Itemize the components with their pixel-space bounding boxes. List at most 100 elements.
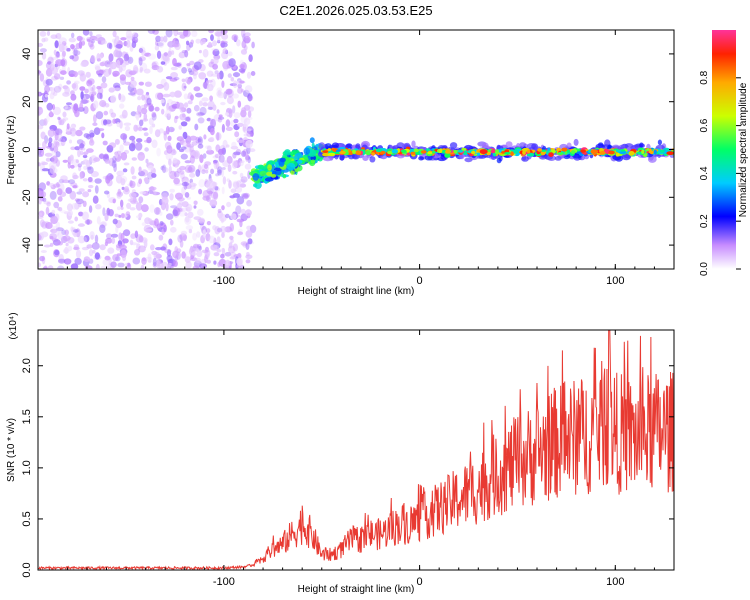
noise-blob [164,249,172,254]
noise-blob [181,78,186,83]
colorbar-gradient [712,30,736,269]
noise-blob [166,213,174,220]
x-tick-label: 0 [417,275,423,287]
noise-blob [44,152,53,157]
noise-blob [118,232,123,241]
noise-blob [160,36,164,42]
noise-blob [178,210,187,217]
noise-blob [75,249,82,259]
noise-blob [185,225,194,231]
snr-axes: -100 0 100 0.0 0.5 1.0 1.5 2.0 [21,330,674,588]
noise-blob [202,229,207,238]
noise-blob [240,89,245,93]
noise-blob [57,241,63,246]
noise-blob [104,212,109,222]
noise-blob [230,77,235,82]
noise-blob [210,118,217,128]
noise-blob [130,233,136,239]
noise-blob [137,96,142,101]
noise-blob [172,157,178,164]
noise-blob [231,141,237,149]
noise-blob [123,162,130,166]
noise-blob [131,139,136,148]
noise-blob [79,171,83,180]
noise-blob [63,258,72,265]
noise-blob [42,197,47,202]
noise-blob [134,230,139,239]
noise-blob [246,71,252,79]
noise-blob [229,235,234,240]
noise-blob [241,107,247,114]
noise-blob [38,106,44,115]
noise-blob [87,189,92,193]
signal-halo [339,153,345,161]
noise-blob [95,204,102,210]
noise-blob [232,152,237,159]
noise-blob [138,57,143,66]
noise-blob [242,194,249,200]
noise-blob [221,33,229,40]
noise-blob [99,244,106,251]
noise-blob [218,154,225,163]
noise-blob [120,206,124,210]
noise-blob [40,231,49,238]
noise-blob [243,133,249,137]
noise-blob [101,132,105,139]
noise-blob [203,134,207,140]
signal-blob [527,149,531,154]
noise-blob [95,111,104,120]
noise-blob [104,60,111,68]
noise-blob [138,48,144,53]
noise-blob [73,103,79,112]
noise-blob [247,106,255,112]
noise-blob [145,256,153,262]
noise-blob [222,176,227,185]
signal-blob [425,148,431,152]
noise-blob [244,32,251,37]
noise-blob [125,211,131,217]
noise-blob [228,58,236,68]
noise-blob [136,88,144,96]
signal-blob [339,150,346,155]
noise-blob [92,84,96,92]
signal-blob [445,149,451,154]
noise-blob [155,92,162,100]
noise-blob [128,92,136,96]
noise-blob [185,203,193,212]
noise-blob [44,85,50,94]
noise-blob [232,93,239,99]
noise-blob [94,178,102,184]
signal-blob [522,150,526,155]
noise-blob [118,93,122,101]
y-tick-label: 20 [21,96,33,108]
noise-blob [131,175,137,180]
noise-blob [38,124,44,130]
noise-blob [205,180,213,190]
colorbar-tick-label: 0.0 [699,262,710,276]
noise-blob [184,192,190,198]
noise-blob [129,79,137,88]
noise-blob [116,194,122,199]
noise-blob [206,259,211,264]
noise-blob [250,71,256,76]
noise-blob [108,53,114,62]
noise-blob [46,30,51,36]
noise-blob [79,143,85,149]
noise-blob [190,39,194,45]
noise-blob [93,114,97,123]
noise-blob [38,262,42,268]
noise-blob [70,182,78,187]
noise-blob [58,207,63,212]
noise-blob [135,111,140,115]
noise-blob [86,219,90,225]
noise-blob [102,140,108,146]
noise-blob [188,70,195,75]
noise-blob [123,229,131,237]
noise-blob [144,147,149,152]
noise-blob [112,30,117,38]
signal-blob [510,151,514,156]
noise-blob [216,249,222,253]
noise-blob [136,215,142,219]
noise-blob [104,190,110,195]
noise-blob [233,112,241,119]
